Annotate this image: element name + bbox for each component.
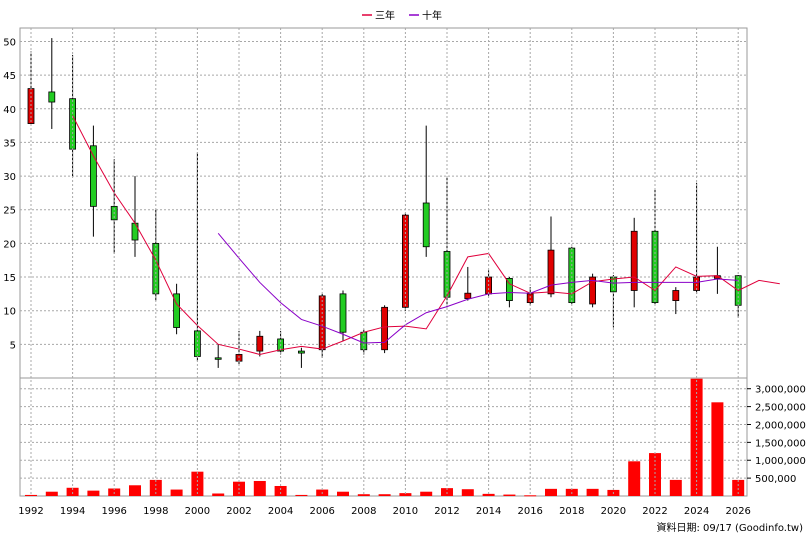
price-tick-label: 40 xyxy=(3,105,16,116)
volume-bar xyxy=(732,479,745,496)
x-tick-label: 1992 xyxy=(18,506,43,517)
candle-body xyxy=(651,230,659,304)
volume-bar xyxy=(129,485,141,496)
price-tick-label: 15 xyxy=(3,273,16,284)
volume-bar xyxy=(503,494,516,496)
volume-bar xyxy=(253,480,266,496)
volume-bar xyxy=(337,491,349,496)
legend-label-3y: 三年 xyxy=(375,9,395,22)
volume-bar xyxy=(274,485,287,496)
volume-tick-label: 1,500,000 xyxy=(755,438,806,449)
price-tick-label: 10 xyxy=(3,307,16,318)
volume-bar xyxy=(295,494,308,496)
ma-line-10y xyxy=(217,232,739,344)
volume-bar xyxy=(378,494,391,496)
candle-body xyxy=(131,222,139,241)
candle-body xyxy=(422,202,430,248)
legend: 三年 十年 xyxy=(362,9,442,22)
candle-body xyxy=(443,251,451,298)
volume-bar xyxy=(669,479,682,496)
volume-bar xyxy=(149,479,162,496)
x-tick-label: 2014 xyxy=(476,506,501,517)
volume-tick-label: 2,500,000 xyxy=(755,403,806,414)
candle-body xyxy=(256,335,264,352)
volume-bar xyxy=(25,494,37,496)
x-tick-label: 2008 xyxy=(351,506,376,517)
volume-bar xyxy=(45,491,58,496)
volume-bar xyxy=(628,461,641,496)
volume-bar xyxy=(170,489,183,496)
volume-bar xyxy=(212,493,225,496)
x-tick-label: 2016 xyxy=(517,506,542,517)
volume-panel: 500,000 1,000,000 1,500,000 2,000,000 2,500,… xyxy=(19,377,806,497)
candle-body xyxy=(297,350,305,354)
candle-body xyxy=(505,277,513,301)
volume-bar xyxy=(524,495,537,497)
x-tick-label: 2006 xyxy=(309,506,334,517)
x-tick-label: 2004 xyxy=(268,506,293,517)
volume-bar xyxy=(586,488,599,496)
candle-body xyxy=(90,145,97,207)
x-tick-label: 2024 xyxy=(684,506,709,517)
price-tick-label: 50 xyxy=(3,37,16,48)
candle-body xyxy=(214,357,222,360)
volume-bar xyxy=(420,491,433,496)
x-tick-label: 2022 xyxy=(642,506,667,517)
x-tick-label: 1998 xyxy=(143,506,168,517)
volume-bar xyxy=(357,494,370,496)
candle-body xyxy=(547,249,555,295)
price-tick-label: 30 xyxy=(3,172,16,183)
volume-bar xyxy=(649,453,661,496)
candle-body xyxy=(630,230,638,291)
candle-body xyxy=(48,91,56,103)
volume-bar xyxy=(66,487,79,496)
x-tick-label: 2010 xyxy=(393,506,418,517)
candle-body xyxy=(589,276,596,305)
volume-frame xyxy=(19,377,748,497)
volume-bar xyxy=(87,490,100,496)
volume-bar xyxy=(399,493,412,496)
x-tick-label: 2018 xyxy=(559,506,584,517)
x-tick-label: 2026 xyxy=(725,506,750,517)
candle-body xyxy=(173,293,181,328)
price-tick-label: 35 xyxy=(3,138,16,149)
volume-tick-label: 1,000,000 xyxy=(755,456,806,467)
footer-note: 資料日期: 09/17 (Goodinfo.tw) xyxy=(656,521,803,534)
volume-tick-label: 500,000 xyxy=(755,474,796,485)
volume-bar xyxy=(545,488,557,496)
legend-label-10y: 十年 xyxy=(422,9,442,22)
candle-body xyxy=(672,290,680,301)
x-axis: 1992 1994 1996 1998 2000 2002 2004 2006 2008 2010… xyxy=(18,28,751,517)
candle-body xyxy=(464,292,472,299)
volume-bar xyxy=(482,493,495,496)
price-tick-label: 5 xyxy=(10,340,16,351)
price-tick-label: 20 xyxy=(3,239,16,250)
x-tick-label: 2020 xyxy=(601,506,626,517)
x-tick-label: 1994 xyxy=(60,506,85,517)
price-panel: 5 10 15 20 25 30 35 40 45 50 xyxy=(3,27,780,379)
candle-body xyxy=(381,306,389,351)
price-tick-label: 45 xyxy=(3,71,16,82)
volume-bar xyxy=(711,402,724,496)
x-tick-label: 1996 xyxy=(101,506,126,517)
x-tick-label: 2012 xyxy=(434,506,459,517)
volume-bar xyxy=(191,471,204,496)
price-tick-label: 25 xyxy=(3,206,16,217)
volume-tick-label: 2,000,000 xyxy=(755,420,806,431)
x-tick-label: 2002 xyxy=(226,506,251,517)
volume-bar xyxy=(461,489,474,496)
volume-tick-label: 3,000,000 xyxy=(755,385,806,396)
candle-body xyxy=(339,293,347,333)
x-tick-label: 2000 xyxy=(185,506,210,517)
